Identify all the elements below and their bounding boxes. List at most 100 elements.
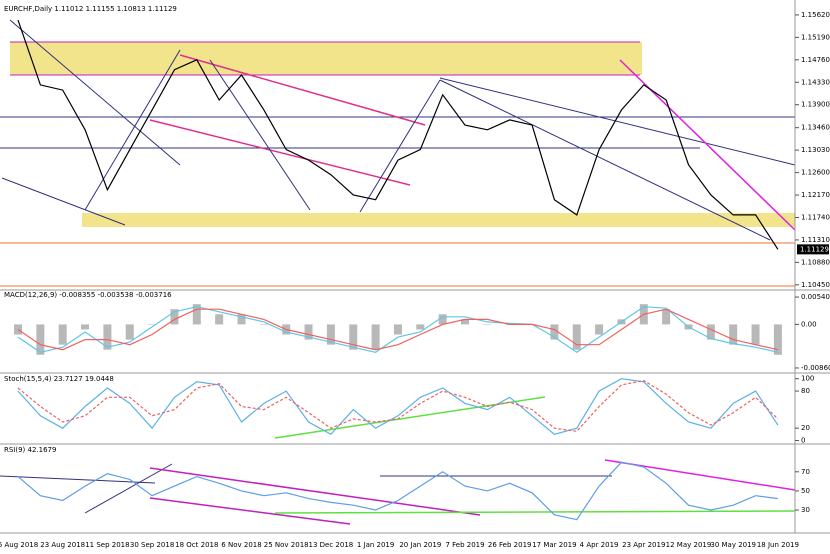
trend-line bbox=[209, 59, 311, 211]
trend-line bbox=[149, 119, 411, 186]
trend-line bbox=[84, 463, 173, 514]
x-tick-label: 23 Aug 2018 bbox=[40, 541, 85, 549]
x-tick-label: 6 Nov 2018 bbox=[221, 541, 261, 549]
histogram-bar bbox=[371, 324, 380, 350]
series-line bbox=[17, 461, 778, 521]
y-tick-label: 1.13030 bbox=[801, 146, 830, 154]
trend-line bbox=[9, 19, 181, 166]
x-tick-label: 7 Feb 2019 bbox=[445, 541, 484, 549]
histogram-bar bbox=[438, 314, 447, 325]
histogram-bar bbox=[662, 309, 671, 325]
zone bbox=[82, 213, 795, 227]
series-line bbox=[17, 378, 779, 436]
histogram-bar bbox=[170, 309, 179, 325]
histogram-bar bbox=[259, 324, 268, 325]
price-tag-label: 1.11129 bbox=[800, 245, 829, 253]
series-line bbox=[17, 19, 779, 250]
y-tick-label: 1.14330 bbox=[801, 78, 830, 86]
trend-line bbox=[149, 467, 481, 516]
histogram-bar bbox=[326, 324, 335, 345]
series-line bbox=[17, 306, 779, 354]
histogram-bar bbox=[483, 324, 492, 325]
y-tick-label: 1.10450 bbox=[801, 281, 830, 289]
x-tick-label: 26 Feb 2019 bbox=[488, 541, 532, 549]
x-tick-label: 1 Jan 2019 bbox=[357, 541, 395, 549]
histogram-bar bbox=[349, 324, 358, 350]
y-tick-label: 100 bbox=[801, 375, 814, 383]
x-tick-label: 30 Sep 2018 bbox=[130, 541, 174, 549]
trend-line bbox=[274, 396, 546, 439]
series-line bbox=[17, 379, 779, 432]
y-tick-label: 1.11310 bbox=[801, 236, 830, 244]
histogram-bar bbox=[751, 324, 760, 345]
y-tick-label: 1.12600 bbox=[801, 169, 830, 177]
x-tick-label: 18 Jun 2019 bbox=[757, 541, 799, 549]
series-line bbox=[17, 308, 779, 351]
histogram-bar bbox=[595, 324, 604, 335]
y-tick-label: 70 bbox=[801, 468, 810, 476]
trend-line bbox=[149, 497, 351, 525]
x-tick-label: 25 Nov 2018 bbox=[264, 541, 309, 549]
histogram-bar bbox=[125, 324, 134, 340]
trend-line bbox=[274, 510, 796, 514]
y-tick-label: 1.11740 bbox=[801, 213, 830, 221]
histogram-bar bbox=[215, 314, 224, 325]
x-tick-label: 18 Oct 2018 bbox=[175, 541, 218, 549]
y-tick-label: 1.15190 bbox=[801, 33, 830, 41]
histogram-bar bbox=[58, 324, 67, 345]
histogram-bar bbox=[773, 324, 782, 355]
trend-line bbox=[84, 49, 181, 211]
panel-title: EURCHF,Daily 1.11012 1.11155 1.10813 1.1… bbox=[4, 5, 177, 13]
histogram-bar bbox=[461, 319, 469, 325]
histogram-bar bbox=[304, 324, 313, 340]
x-tick-label: 4 Apr 2019 bbox=[580, 541, 619, 549]
y-tick-label: -0.008605 bbox=[801, 364, 830, 372]
histogram-bar bbox=[729, 324, 738, 345]
y-tick-label: 80 bbox=[801, 387, 810, 395]
trend-line bbox=[179, 54, 426, 126]
trend-line bbox=[439, 79, 771, 241]
trend-line bbox=[439, 77, 796, 166]
y-tick-label: 1.13900 bbox=[801, 101, 830, 109]
x-tick-label: 11 Sep 2018 bbox=[85, 541, 129, 549]
trend-line bbox=[1, 177, 126, 226]
x-tick-label: 12 May 2019 bbox=[666, 541, 712, 549]
y-tick-label: 20 bbox=[801, 424, 810, 432]
price-tag bbox=[797, 244, 829, 255]
trend-line bbox=[359, 79, 441, 213]
histogram-bar bbox=[81, 324, 90, 330]
x-tick-label: 23 Apr 2019 bbox=[622, 541, 665, 549]
zone bbox=[10, 42, 642, 75]
panel-title: RSI(9) 42.1679 bbox=[4, 446, 56, 454]
y-tick-label: 0.00 bbox=[801, 320, 817, 328]
y-tick-label: 1.10880 bbox=[801, 258, 830, 266]
histogram-bar bbox=[148, 324, 157, 325]
panel-title: MACD(12,26,9) -0.008355 -0.003538 -0.003… bbox=[4, 291, 172, 299]
y-tick-label: 30 bbox=[801, 506, 810, 514]
histogram-bar bbox=[572, 324, 581, 350]
histogram-bar bbox=[416, 324, 425, 330]
trend-line bbox=[0, 475, 156, 484]
x-tick-label: 17 Mar 2019 bbox=[532, 541, 576, 549]
panel-title: Stoch(15,5,4) 23.7127 19.0448 bbox=[4, 375, 114, 383]
y-tick-label: 1.14760 bbox=[801, 56, 830, 64]
histogram-bar bbox=[103, 324, 112, 350]
y-tick-label: 1.15620 bbox=[801, 11, 830, 19]
y-tick-label: 50 bbox=[801, 487, 810, 495]
y-tick-label: 1.12170 bbox=[801, 191, 830, 199]
annotations bbox=[0, 19, 796, 525]
x-tick-label: 20 Jan 2019 bbox=[399, 541, 441, 549]
histogram-bar bbox=[14, 324, 22, 335]
x-tick-label: 13 Dec 2018 bbox=[309, 541, 354, 549]
histogram-bar bbox=[706, 324, 715, 340]
histogram-bar bbox=[550, 324, 559, 340]
y-tick-label: 0.005405 bbox=[801, 293, 830, 301]
y-tick-label: 1.13460 bbox=[801, 124, 830, 132]
histogram-bar bbox=[36, 324, 45, 355]
x-tick-label: 5 Aug 2018 bbox=[0, 541, 38, 549]
histogram-bar bbox=[192, 304, 201, 325]
y-tick-label: 0 bbox=[801, 437, 805, 445]
x-tick-label: 30 May 2019 bbox=[710, 541, 756, 549]
